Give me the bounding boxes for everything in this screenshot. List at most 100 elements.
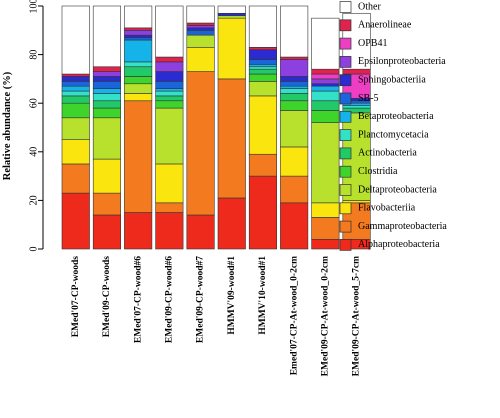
bar-segment-betaproteobacteria [311, 85, 340, 92]
bar-segment-alphaproteobacteria [61, 192, 90, 250]
x-tick-label: EMed'09-CP-wood#7 [196, 256, 206, 343]
bar-segment-clostridia [248, 73, 277, 82]
legend-label: Planctomycetacia [358, 129, 429, 140]
legend-item-clostridia: Clostridia [339, 165, 398, 178]
bar-segment-anaerolineae [61, 73, 90, 77]
legend-item-opb41: OPB41 [339, 37, 387, 50]
legend-swatch [339, 74, 352, 87]
legend-swatch [339, 110, 352, 123]
bar-segment-clostridia [155, 100, 184, 109]
bar-segment-actinobacteria [124, 66, 153, 77]
bar-segment-gammaproteobacteria [186, 71, 215, 216]
bar-segment-actinobacteria [248, 68, 277, 75]
bar-segment-deltaproteobacteria [61, 117, 90, 140]
legend-swatch [339, 1, 352, 13]
bar-segment-alphaproteobacteria [124, 212, 153, 250]
y-axis-title: Relative abundance (%) [2, 71, 13, 180]
bar-segment-epsilonproteobacteria [155, 61, 184, 72]
bar-segment-gammaproteobacteria [155, 202, 184, 213]
bar-segment-actinobacteria [311, 100, 340, 111]
bar-segment-gammaproteobacteria [248, 153, 277, 177]
bar-segment-deltaproteobacteria [124, 83, 153, 94]
bar-segment-sphingobacteriia [155, 71, 184, 82]
bar-segment-other [92, 5, 121, 68]
bar-segment-gammaproteobacteria [61, 163, 90, 194]
bar-segment-betaproteobacteria [61, 85, 90, 92]
bar-segment-alphaproteobacteria [155, 212, 184, 250]
bar-stack-emed-07-cp-woods [61, 5, 90, 250]
bar-segment-actinobacteria [61, 95, 90, 104]
bar-segment-alphaproteobacteria [186, 214, 215, 250]
legend-label: Anaerolineae [358, 20, 412, 31]
bar-segment-gammaproteobacteria [311, 217, 340, 240]
bar-segment-anaerolineae [342, 68, 371, 75]
bar-segment-clostridia [92, 107, 121, 119]
bar-segment-betaproteobacteria [248, 64, 277, 68]
legend-swatch [339, 37, 352, 50]
bar-segment-sphingobacteriia [61, 76, 90, 82]
bar-segment-actinobacteria [92, 100, 121, 109]
bar-segment-sb-5 [248, 59, 277, 65]
legend-swatch [339, 239, 352, 251]
legend-swatch [339, 147, 352, 160]
bar-segment-deltaproteobacteria [155, 107, 184, 165]
bar-segment-planctomycetacia [155, 90, 184, 97]
bar-segment-actinobacteria [155, 95, 184, 102]
bar-stack-emed-09-cp-wood-7 [186, 5, 215, 250]
bar-segment-sb-5 [280, 81, 309, 87]
bar-segment-actinobacteria [280, 93, 309, 102]
legend-label: Gammaproteobacteria [358, 221, 447, 232]
bar-segment-anaerolineae [92, 66, 121, 72]
bar-segment-other [248, 5, 277, 48]
legend-item-epsilonproteobacteria: Epsilonproteobacteria [339, 56, 446, 68]
bar-stack-hmmv-09-wood-1 [217, 5, 246, 250]
bar-segment-other [124, 5, 153, 29]
bar-segment-sb-5 [124, 37, 153, 41]
bar-segment-anaerolineae [280, 56, 309, 60]
bar-segment-deltaproteobacteria [92, 117, 121, 160]
x-tick-label: EMed'07-CP-wood#6 [133, 256, 143, 343]
y-tick-label: 20 [28, 195, 39, 205]
legend-swatch [339, 165, 352, 178]
bar-segment-clostridia [124, 76, 153, 85]
bar-segment-sphingobacteriia [92, 76, 121, 82]
bar-stack-hmmv-10-wood-1 [248, 5, 277, 250]
bar-segment-planctomycetacia [280, 88, 309, 94]
legend-swatch [339, 202, 352, 215]
legend-item-other: Other [339, 1, 381, 13]
y-tick-label: 80 [28, 50, 39, 60]
bar-segment-gammaproteobacteria [217, 78, 246, 199]
bar-stack-emed-09-cp-at-wood-0-2cm [311, 17, 340, 250]
bar-segment-deltaproteobacteria [186, 34, 215, 48]
legend-item-anaerolineae: Anaerolineae [339, 19, 412, 32]
bar-segment-deltaproteobacteria [280, 110, 309, 148]
bar-segment-betaproteobacteria [280, 85, 309, 89]
bar-segment-deltaproteobacteria [311, 122, 340, 204]
bar-segment-epsilonproteobacteria [124, 29, 153, 36]
bar-segment-sphingobacteriia [311, 83, 340, 87]
legend-swatch [339, 56, 352, 68]
bar-segment-clostridia [280, 100, 309, 111]
x-tick-label: EMed'09-CP-wood#6 [165, 256, 175, 343]
x-tick-label: Emed'07-CP-At-wood_0-2cm [289, 256, 299, 375]
bar-segment-sphingobacteriia [124, 34, 153, 38]
legend-label: Other [358, 1, 381, 12]
bars-group [61, 5, 371, 250]
bar-segment-sphingobacteriia [186, 27, 215, 31]
bar-segment-alphaproteobacteria [92, 214, 121, 250]
bar-segment-sb-5 [92, 81, 121, 89]
legend-item-gammaproteobacteria: Gammaproteobacteria [339, 220, 447, 233]
bar-segment-epsilonproteobacteria [311, 78, 340, 85]
bar-segment-clostridia [311, 110, 340, 123]
bar-segment-deltaproteobacteria [217, 15, 246, 19]
bar-segment-other [311, 17, 340, 70]
bar-segment-flavobacteriia [217, 17, 246, 80]
bar-segment-gammaproteobacteria [92, 192, 121, 216]
x-axis-labels: EMed'07-CP-woods EMed'09-CP-woods EMed'07-… [71, 256, 362, 377]
legend-label: Flavobacteriia [358, 203, 416, 214]
legend-item-actinobacteria: Actinobacteria [339, 147, 417, 160]
bar-segment-planctomycetacia [248, 66, 277, 70]
legend-label: Epsilonproteobacteria [358, 56, 446, 67]
bar-segment-sphingobacteriia [280, 76, 309, 82]
